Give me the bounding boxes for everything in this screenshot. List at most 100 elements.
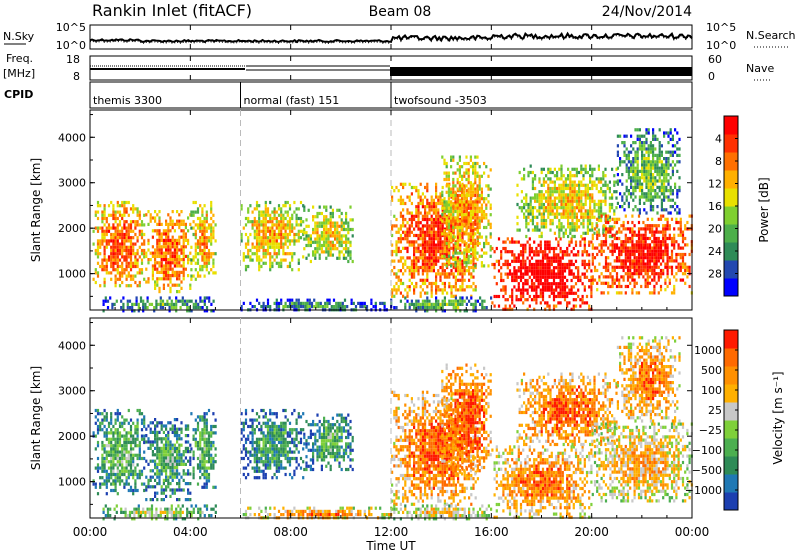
data-cell <box>308 301 311 305</box>
data-cell <box>319 301 322 305</box>
data-cell <box>435 230 438 234</box>
data-cell <box>334 231 337 235</box>
data-cell <box>413 243 416 247</box>
data-cell <box>646 256 649 260</box>
data-cell <box>173 248 176 252</box>
data-cell <box>421 253 424 257</box>
data-cell <box>417 246 420 250</box>
data-cell <box>525 215 528 219</box>
data-cell <box>118 229 122 233</box>
data-cell <box>158 235 161 239</box>
data-cell <box>461 219 464 223</box>
data-cell <box>452 216 455 220</box>
data-cell <box>346 305 349 309</box>
data-cell <box>196 223 200 227</box>
data-cell <box>306 301 309 305</box>
data-cell <box>123 210 126 214</box>
data-cell <box>129 255 133 259</box>
data-cell <box>461 262 464 266</box>
data-cell <box>210 216 213 221</box>
data-cell <box>588 262 591 267</box>
data-cell <box>413 291 416 295</box>
data-cell <box>111 302 114 306</box>
data-cell <box>463 171 466 175</box>
data-cell <box>424 299 427 303</box>
data-cell <box>663 198 666 202</box>
data-cell <box>182 248 185 252</box>
data-cell <box>271 261 274 265</box>
data-cell <box>340 211 343 216</box>
data-cell <box>665 208 668 212</box>
data-cell <box>435 285 438 289</box>
data-cell <box>487 174 490 178</box>
data-cell <box>437 299 440 303</box>
data-cell <box>643 160 646 164</box>
data-cell <box>316 211 319 216</box>
data-cell <box>399 240 402 244</box>
data-cell <box>615 246 619 250</box>
data-cell <box>621 141 624 145</box>
data-cell <box>465 285 468 289</box>
data-cell <box>644 281 647 285</box>
data-cell <box>167 229 170 233</box>
data-cell <box>458 155 461 159</box>
data-cell <box>470 285 473 289</box>
data-cell <box>255 245 259 249</box>
data-cell <box>590 282 593 286</box>
data-cell <box>645 137 648 141</box>
data-cell <box>575 170 578 175</box>
data-cell <box>663 134 666 138</box>
data-cell <box>465 177 468 182</box>
data-cell <box>600 291 603 295</box>
data-cell <box>506 275 509 279</box>
data-cell <box>203 258 206 262</box>
data-cell <box>593 209 596 213</box>
data-cell <box>602 183 605 187</box>
data-cell <box>665 166 668 170</box>
data-cell <box>334 224 337 228</box>
data-cell <box>116 261 119 265</box>
data-cell <box>452 275 455 279</box>
data-cell <box>539 282 542 286</box>
data-cell <box>326 305 329 309</box>
data-cell <box>638 137 641 141</box>
data-cell <box>634 176 637 180</box>
data-cell <box>284 210 287 214</box>
data-cell <box>192 210 195 214</box>
data-cell <box>114 248 117 253</box>
data-cell <box>255 232 259 237</box>
data-cell <box>345 221 348 225</box>
data-cell <box>645 176 648 180</box>
data-cell <box>447 206 450 210</box>
data-cell <box>472 262 475 266</box>
data-cell <box>413 256 416 260</box>
data-cell <box>428 281 431 286</box>
data-cell <box>127 264 130 269</box>
data-cell <box>485 203 488 207</box>
data-cell <box>167 232 170 236</box>
data-cell <box>116 268 119 272</box>
data-cell <box>604 281 608 285</box>
data-cell <box>457 269 460 273</box>
data-cell <box>584 167 587 171</box>
data-cell <box>182 264 185 268</box>
data-cell <box>472 245 475 249</box>
data-cell <box>623 141 626 145</box>
data-cell <box>678 208 681 212</box>
data-cell <box>622 262 625 266</box>
data-cell <box>282 242 285 246</box>
data-cell <box>583 243 586 247</box>
data-cell <box>461 209 464 214</box>
data-cell <box>324 305 327 309</box>
data-cell <box>262 305 265 309</box>
data-cell <box>266 213 270 217</box>
data-cell <box>602 240 605 244</box>
data-cell <box>456 200 459 204</box>
data-cell <box>156 222 159 226</box>
data-cell <box>607 291 610 295</box>
data-cell <box>535 275 538 279</box>
data-cell <box>121 226 124 230</box>
data-cell <box>615 284 619 289</box>
data-cell <box>428 233 431 238</box>
data-cell <box>581 237 584 241</box>
